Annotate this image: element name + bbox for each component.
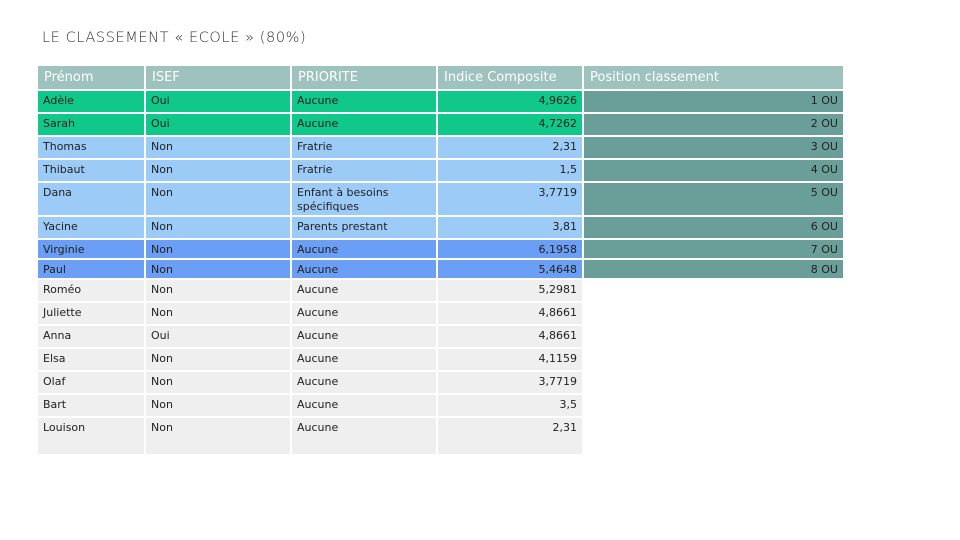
header-priorite: PRIORITE xyxy=(292,66,436,91)
cell-prenom: Louison xyxy=(38,418,144,456)
cell-isef: Non xyxy=(146,217,290,240)
cell-position xyxy=(584,303,843,326)
table-row: Bart Non Aucune 3,5 xyxy=(38,395,843,418)
ranking-table: Prénom ISEF PRIORITE Indice Composite Po… xyxy=(36,66,845,456)
cell-indice: 2,31 xyxy=(438,137,582,160)
cell-indice: 4,8661 xyxy=(438,326,582,349)
cell-priorite: Aucune xyxy=(292,372,436,395)
table-row: Virginie Non Aucune 6,1958 7 OU xyxy=(38,240,843,260)
cell-prenom: Adèle xyxy=(38,91,144,114)
cell-prenom: Dana xyxy=(38,183,144,217)
table-row: Olaf Non Aucune 3,7719 xyxy=(38,372,843,395)
cell-priorite: Aucune xyxy=(292,260,436,280)
cell-position xyxy=(584,418,843,456)
table-row: Sarah Oui Aucune 4,7262 2 OU xyxy=(38,114,843,137)
cell-indice: 4,7262 xyxy=(438,114,582,137)
cell-position xyxy=(584,326,843,349)
cell-isef: Non xyxy=(146,260,290,280)
table-row: Roméo Non Aucune 5,2981 xyxy=(38,280,843,303)
cell-priorite: Aucune xyxy=(292,280,436,303)
cell-priorite: Aucune xyxy=(292,349,436,372)
table-row: Juliette Non Aucune 4,8661 xyxy=(38,303,843,326)
cell-isef: Non xyxy=(146,349,290,372)
cell-priorite: Aucune xyxy=(292,395,436,418)
cell-indice: 5,2981 xyxy=(438,280,582,303)
table-row: Yacine Non Parents prestant 3,81 6 OU xyxy=(38,217,843,240)
cell-position: 3 OU xyxy=(584,137,843,160)
cell-prenom: Olaf xyxy=(38,372,144,395)
cell-position: 1 OU xyxy=(584,91,843,114)
cell-indice: 1,5 xyxy=(438,160,582,183)
cell-priorite: Aucune xyxy=(292,303,436,326)
cell-position: 4 OU xyxy=(584,160,843,183)
cell-indice: 4,1159 xyxy=(438,349,582,372)
cell-position: 7 OU xyxy=(584,240,843,260)
table-row: Elsa Non Aucune 4,1159 xyxy=(38,349,843,372)
table-row: Dana Non Enfant à besoins spécifiques 3,… xyxy=(38,183,843,217)
header-isef: ISEF xyxy=(146,66,290,91)
cell-isef: Oui xyxy=(146,91,290,114)
table-row: Louison Non Aucune 2,31 xyxy=(38,418,843,456)
cell-indice: 4,8661 xyxy=(438,303,582,326)
table-row: Anna Oui Aucune 4,8661 xyxy=(38,326,843,349)
cell-isef: Non xyxy=(146,240,290,260)
cell-position xyxy=(584,395,843,418)
cell-isef: Non xyxy=(146,137,290,160)
cell-isef: Non xyxy=(146,160,290,183)
cell-priorite: Fratrie xyxy=(292,160,436,183)
cell-isef: Non xyxy=(146,303,290,326)
cell-position: 2 OU xyxy=(584,114,843,137)
cell-position xyxy=(584,280,843,303)
cell-prenom: Virginie xyxy=(38,240,144,260)
header-position: Position classement xyxy=(584,66,843,91)
cell-priorite: Aucune xyxy=(292,326,436,349)
table-row: Thomas Non Fratrie 2,31 3 OU xyxy=(38,137,843,160)
slide-title: LE CLASSEMENT « ECOLE » (80%) xyxy=(42,30,307,46)
cell-prenom: Thibaut xyxy=(38,160,144,183)
cell-prenom: Elsa xyxy=(38,349,144,372)
cell-isef: Non xyxy=(146,418,290,456)
cell-prenom: Thomas xyxy=(38,137,144,160)
cell-prenom: Paul xyxy=(38,260,144,280)
cell-indice: 4,9626 xyxy=(438,91,582,114)
cell-indice: 6,1958 xyxy=(438,240,582,260)
cell-position xyxy=(584,372,843,395)
cell-indice: 5,4648 xyxy=(438,260,582,280)
header-prenom: Prénom xyxy=(38,66,144,91)
cell-prenom: Anna xyxy=(38,326,144,349)
cell-position xyxy=(584,349,843,372)
cell-position: 8 OU xyxy=(584,260,843,280)
cell-priorite: Aucune xyxy=(292,91,436,114)
cell-prenom: Bart xyxy=(38,395,144,418)
cell-isef: Oui xyxy=(146,114,290,137)
cell-priorite: Enfant à besoins spécifiques xyxy=(292,183,436,217)
header-indice: Indice Composite xyxy=(438,66,582,91)
cell-priorite: Fratrie xyxy=(292,137,436,160)
cell-priorite: Aucune xyxy=(292,240,436,260)
cell-indice: 3,7719 xyxy=(438,372,582,395)
cell-indice: 3,5 xyxy=(438,395,582,418)
cell-indice: 3,81 xyxy=(438,217,582,240)
cell-isef: Non xyxy=(146,372,290,395)
cell-isef: Non xyxy=(146,183,290,217)
cell-priorite: Aucune xyxy=(292,114,436,137)
cell-isef: Oui xyxy=(146,326,290,349)
cell-prenom: Sarah xyxy=(38,114,144,137)
table-row: Paul Non Aucune 5,4648 8 OU xyxy=(38,260,843,280)
cell-position: 6 OU xyxy=(584,217,843,240)
cell-priorite: Parents prestant xyxy=(292,217,436,240)
cell-position: 5 OU xyxy=(584,183,843,217)
cell-isef: Non xyxy=(146,395,290,418)
header-row: Prénom ISEF PRIORITE Indice Composite Po… xyxy=(38,66,843,91)
cell-prenom: Yacine xyxy=(38,217,144,240)
cell-prenom: Juliette xyxy=(38,303,144,326)
cell-priorite: Aucune xyxy=(292,418,436,456)
cell-isef: Non xyxy=(146,280,290,303)
table-row: Thibaut Non Fratrie 1,5 4 OU xyxy=(38,160,843,183)
table-row: Adèle Oui Aucune 4,9626 1 OU xyxy=(38,91,843,114)
cell-indice: 3,7719 xyxy=(438,183,582,217)
cell-prenom: Roméo xyxy=(38,280,144,303)
cell-indice: 2,31 xyxy=(438,418,582,456)
